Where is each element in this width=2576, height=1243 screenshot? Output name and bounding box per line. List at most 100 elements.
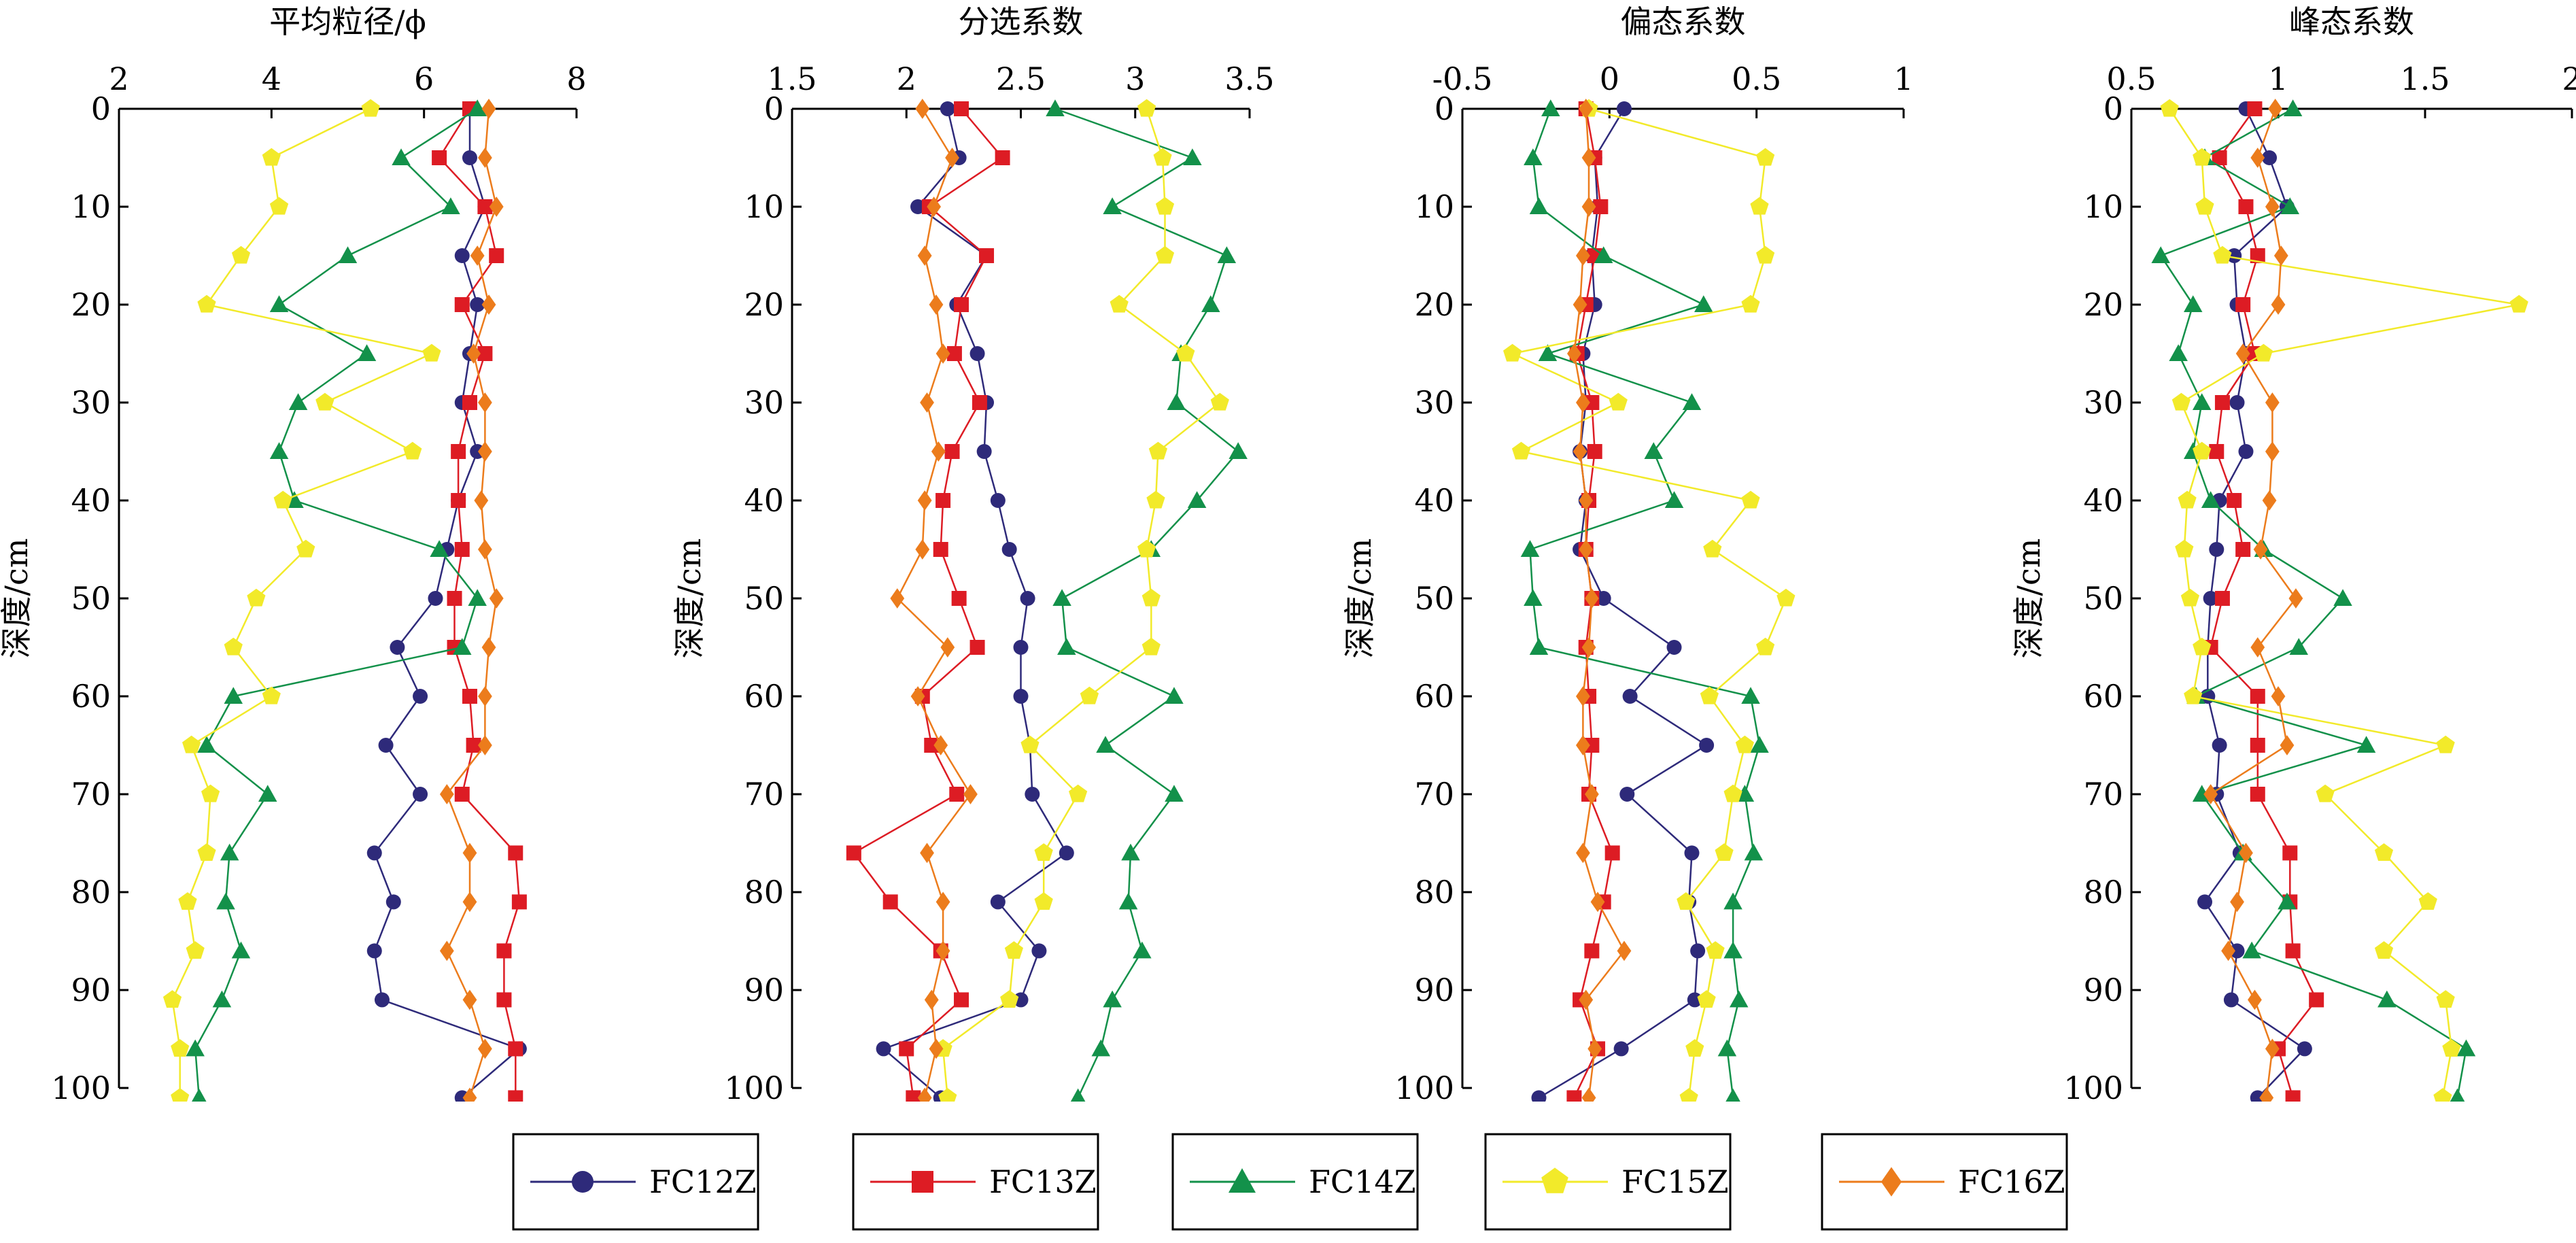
y-tick-label: 50 [1414,580,1454,617]
legend-item-FC16Z: FC16Z [1821,1133,2068,1231]
data-point [1031,943,1047,959]
data-point [1148,441,1167,460]
y-tick-label: 40 [71,482,111,519]
data-point [269,197,289,215]
data-point [2235,542,2251,557]
y-tick-label: 30 [1414,384,1454,421]
data-point [2193,148,2212,166]
data-point [258,785,277,802]
x-tick-label: 4 [262,61,281,97]
data-point [470,245,485,266]
y-tick-label: 70 [2083,776,2123,813]
data-point [428,591,443,606]
data-point [1096,736,1115,753]
data-point [478,539,492,560]
data-point [920,842,934,864]
data-point [385,894,401,910]
data-point [212,990,232,1008]
data-point [2288,588,2303,609]
data-point [374,992,390,1008]
y-tick-label: 50 [744,580,784,617]
data-point [969,346,985,361]
data-point [1735,735,1754,753]
data-point [2271,686,2286,706]
y-tick-label: 30 [2083,384,2123,421]
y-tick-label: 60 [71,678,111,715]
data-point [2230,891,2244,913]
data-point [917,1087,932,1102]
y-tick-label: 90 [2083,972,2123,1008]
data-point [1584,738,1600,753]
data-point [478,392,492,413]
y-tick-label: 20 [2083,286,2123,323]
data-point [2442,1039,2461,1057]
series-FC15Z [1503,99,1796,1102]
data-point [1141,637,1161,655]
data-point [1118,892,1138,910]
y-tick-label: 10 [744,188,784,225]
legend-marker [572,1171,594,1193]
data-point [990,894,1006,910]
data-point [403,441,422,460]
data-point [2377,990,2397,1008]
data-point [273,490,292,509]
data-point [2250,248,2265,263]
series-line [1529,108,1761,1098]
data-point [938,1088,957,1102]
data-point [481,99,496,119]
data-point [2285,943,2301,959]
data-point [1664,491,1684,508]
data-point [1699,738,1715,753]
data-point [2282,845,2298,861]
x-tick-label: 2 [2562,61,2576,97]
data-point [1593,199,1609,214]
data-point [201,784,220,802]
data-point [1706,941,1725,959]
data-point [1723,784,1742,802]
data-point [1756,245,1775,264]
data-point [876,1041,891,1057]
y-tick-label: 10 [2083,188,2123,225]
data-point [1217,246,1237,263]
data-point [2280,197,2300,214]
y-tick-label: 70 [71,776,111,813]
data-point [2197,894,2212,910]
data-point [454,297,470,312]
x-tick-label: -0.5 [1432,61,1493,97]
data-point [2250,787,2265,802]
data-point [2333,589,2352,606]
data-point [2169,344,2188,361]
data-point [935,493,951,508]
data-point [910,199,926,214]
data-point [2229,943,2245,959]
data-point [951,591,967,606]
data-point [1581,637,1596,658]
y-tick-label: 50 [71,580,111,617]
data-point [2280,735,2295,755]
data-point [378,738,394,753]
series-FC15Z [162,99,441,1102]
data-point [1059,845,1074,861]
data-point [478,686,492,706]
data-point [846,845,861,861]
data-point [979,248,995,263]
data-point [1091,1039,1111,1057]
y-tick-label: 0 [764,90,784,127]
x-tick-label: 1.5 [767,61,817,97]
y-tick-label: 60 [2083,678,2123,715]
data-point [1776,588,1796,607]
data-point [1013,640,1029,655]
data-point [1529,197,1549,214]
data-point [940,637,955,658]
data-point [2265,1038,2280,1059]
data-point [1590,891,1605,913]
data-point [269,295,289,312]
panel-title: 峰态系数 [2289,3,2414,40]
y-tick-label: 40 [1414,482,1454,519]
panel-series [846,99,1248,1102]
y-tick-label: 40 [2083,482,2123,519]
panel-series [2151,99,2528,1102]
data-point [462,395,477,410]
data-point [2265,197,2280,217]
data-point [171,1088,190,1102]
